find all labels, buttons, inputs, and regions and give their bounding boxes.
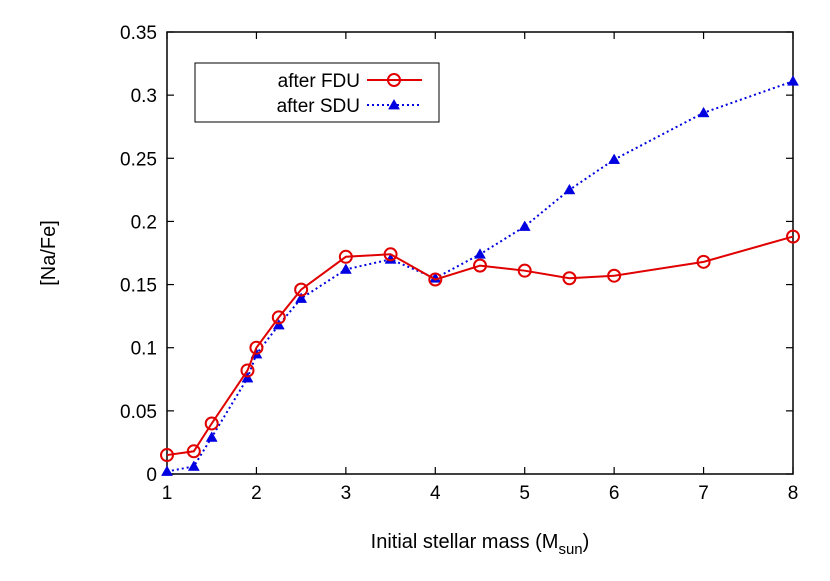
series-1-point-15	[787, 75, 799, 86]
y-tick-label-6: 0.3	[131, 86, 157, 107]
series-0-point-11	[517, 263, 532, 278]
series-0-point-6	[294, 282, 309, 297]
x-tick-label-7: 8	[788, 483, 799, 504]
plot-frame	[166, 31, 794, 475]
x-tick-label-2: 3	[341, 483, 352, 504]
series-1-point-14	[697, 106, 710, 118]
series-0-point-15	[786, 229, 800, 244]
y-tick-label-2: 0.1	[131, 339, 157, 360]
series-0-point-14	[696, 254, 711, 269]
series-0-point-13	[607, 268, 622, 283]
y-tick-label-1: 0.05	[120, 402, 157, 423]
x-axis-title-subscript: sun	[558, 541, 582, 558]
series-0-point-2	[204, 416, 219, 431]
series-0-point-3	[240, 363, 255, 378]
legend-marker-0	[387, 73, 401, 87]
x-tick-label-1: 2	[251, 483, 262, 504]
legend-label-0: after FDU	[278, 71, 360, 92]
series-0-point-7	[338, 249, 353, 264]
axis-ticks: 1 2 3 4 5 6 7 8 0 0.05 0.1 0.15 0.2 0.25 0.3 0.35	[120, 23, 798, 504]
series-1-point-12	[563, 183, 576, 195]
series-1-point-6	[295, 292, 308, 303]
legend-label-1: after SDU	[277, 96, 360, 117]
series-1-point-0	[161, 465, 173, 476]
series-0-point-1	[186, 444, 201, 459]
series-0-point-5	[271, 310, 286, 325]
series-0-point-10	[473, 258, 487, 273]
series-line-0	[166, 235, 794, 457]
x-axis-title: Initial stellar mass (Msun)	[371, 531, 590, 558]
x-tick-label-3: 4	[430, 483, 441, 504]
series-1-point-11	[518, 220, 531, 231]
series-1-point-7	[339, 263, 352, 274]
legend: after FDU after SDU	[194, 62, 440, 123]
series-layer	[160, 75, 800, 476]
series-1-point-2	[205, 431, 218, 442]
x-tick-label-4: 5	[519, 483, 530, 504]
series-0-point-0	[160, 448, 174, 463]
x-tick-label-5: 6	[609, 483, 620, 504]
x-tick-label-0: 1	[162, 483, 173, 504]
series-0	[160, 229, 800, 463]
y-tick-label-4: 0.2	[131, 212, 157, 233]
series-1-point-1	[187, 460, 200, 471]
series-0-point-9	[428, 272, 443, 287]
y-axis-title: [Na/Fe]	[38, 220, 60, 286]
series-line-1	[166, 80, 794, 473]
y-tick-label-0: 0	[146, 465, 157, 486]
x-tick-label-6: 7	[698, 483, 709, 504]
y-tick-label-3: 0.15	[120, 276, 157, 297]
series-1-point-10	[474, 248, 486, 259]
series-0-point-8	[383, 247, 398, 262]
series-0-point-4	[249, 340, 264, 355]
series-1	[161, 75, 799, 476]
legend-box	[194, 62, 440, 123]
series-1-point-13	[608, 153, 621, 164]
series-0-point-12	[562, 271, 577, 286]
y-tick-label-7: 0.35	[120, 23, 157, 44]
legend-marker-1	[388, 98, 400, 110]
y-tick-label-5: 0.25	[120, 149, 157, 170]
